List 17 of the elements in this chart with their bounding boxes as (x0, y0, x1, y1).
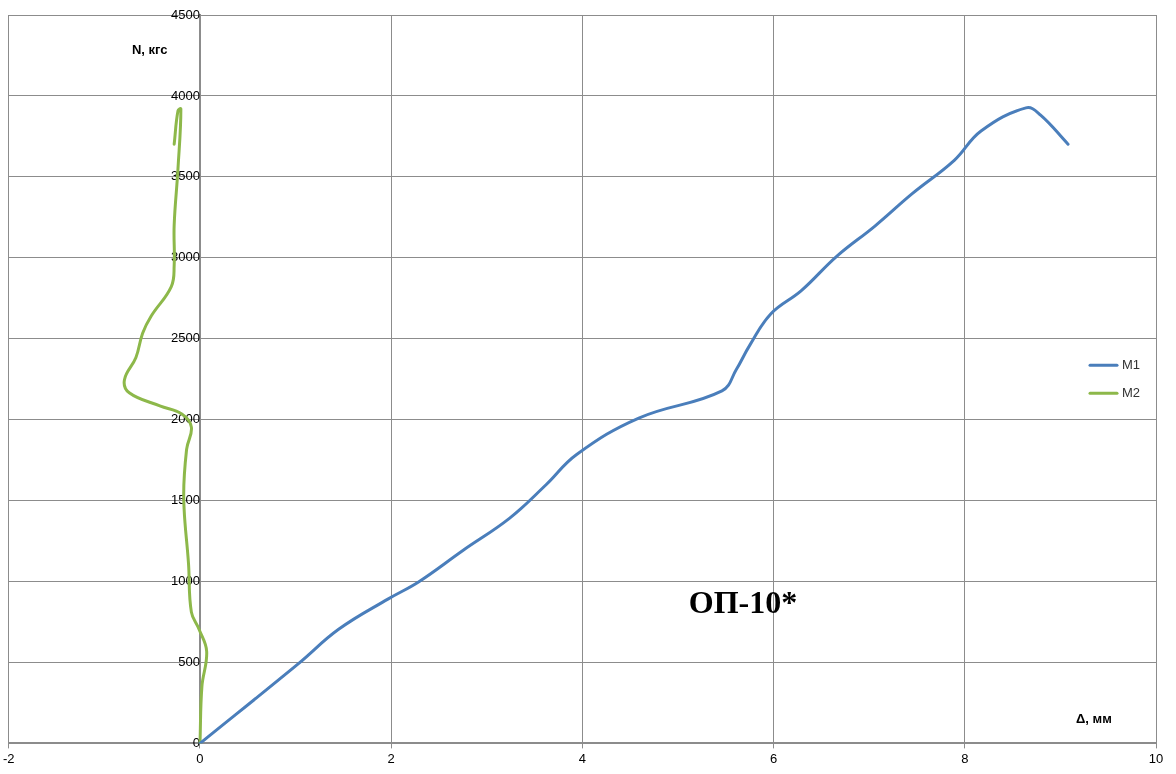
x-tick-label: 10 (1148, 750, 1164, 766)
x-tick-label: 8 (961, 750, 969, 766)
annotation: ОП-10* (688, 584, 798, 621)
y-tick-label: 500 (178, 654, 200, 670)
legend-label: M1 (1122, 356, 1141, 372)
y-tick-label: 0 (192, 734, 200, 750)
x-tick-label: 2 (387, 750, 395, 766)
x-tick-label: 6 (769, 750, 778, 766)
y-tick-label: 4000 (171, 87, 200, 103)
x-tick-label: -2 (3, 750, 15, 766)
legend-label: M2 (1122, 384, 1141, 400)
y-axis-title: N, кгс (131, 41, 168, 57)
x-tick-label: 4 (578, 750, 587, 766)
line-series (198, 106, 1070, 744)
y-tick-label: 4500 (171, 6, 200, 22)
x-axis-title: Δ, мм (1076, 710, 1112, 726)
y-tick-label: 2500 (171, 330, 200, 346)
